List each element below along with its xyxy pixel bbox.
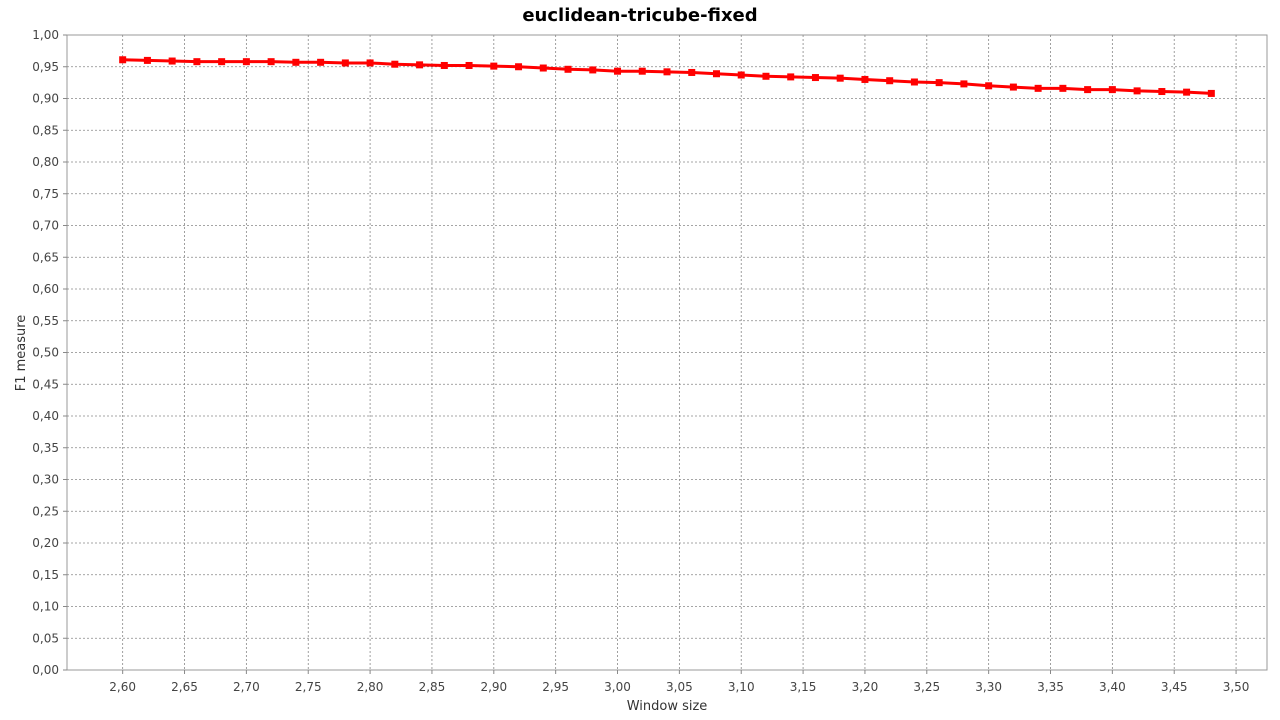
data-point-marker	[712, 70, 720, 78]
data-point-marker	[589, 66, 597, 74]
chart-title: euclidean-tricube-fixed	[522, 5, 757, 26]
y-axis-label: F1 measure	[14, 315, 29, 392]
y-tick-label: 0,95	[32, 60, 59, 74]
data-point-marker	[688, 68, 696, 76]
x-tick-label: 2,85	[419, 680, 446, 694]
x-tick-label: 3,15	[790, 680, 817, 694]
y-tick-label: 0,20	[32, 536, 59, 550]
x-tick-label: 3,05	[666, 680, 693, 694]
y-tick-label: 0,45	[32, 377, 59, 391]
y-tick-label: 0,55	[32, 314, 59, 328]
y-tick-label: 0,10	[32, 600, 59, 614]
y-tick-label: 0,05	[32, 631, 59, 645]
x-tick-label: 3,40	[1099, 680, 1126, 694]
x-tick-label: 2,95	[542, 680, 569, 694]
data-point-marker	[193, 58, 201, 66]
data-point-marker	[836, 74, 844, 82]
y-tick-label: 0,30	[32, 473, 59, 487]
y-tick-label: 0,00	[32, 663, 59, 677]
data-point-marker	[1183, 88, 1191, 96]
y-tick-label: 0,35	[32, 441, 59, 455]
y-tick-label: 0,50	[32, 346, 59, 360]
data-point-marker	[341, 59, 349, 67]
data-point-marker	[490, 62, 498, 70]
y-tick-label: 0,85	[32, 123, 59, 137]
data-point-marker	[292, 58, 300, 66]
data-point-marker	[366, 59, 374, 67]
data-point-marker	[910, 78, 918, 86]
data-point-marker	[638, 67, 646, 75]
data-point-marker	[1034, 84, 1042, 92]
data-point-marker	[1133, 87, 1141, 95]
x-axis: 2,60 2,65 2,70 2,75 2,80 2,85 2,90 2,95 3,00 3,05…	[109, 670, 1249, 694]
data-point-marker	[416, 61, 424, 69]
x-tick-label: 3,45	[1161, 680, 1188, 694]
y-tick-label: 0,65	[32, 250, 59, 264]
x-tick-label: 2,60	[109, 680, 136, 694]
y-tick-label: 0,15	[32, 568, 59, 582]
y-tick-label: 0,90	[32, 92, 59, 106]
x-tick-label: 3,35	[1037, 680, 1064, 694]
x-tick-label: 3,25	[913, 680, 940, 694]
y-tick-label: 1,00	[32, 28, 59, 42]
series-group	[119, 56, 1215, 97]
data-point-marker	[737, 71, 745, 79]
x-tick-label: 3,20	[852, 680, 879, 694]
data-point-marker	[391, 60, 399, 68]
data-point-marker	[1059, 84, 1067, 92]
data-point-marker	[985, 82, 993, 90]
x-tick-label: 3,10	[728, 680, 755, 694]
data-point-marker	[663, 68, 671, 76]
x-tick-label: 2,70	[233, 680, 260, 694]
y-tick-label: 0,60	[32, 282, 59, 296]
x-tick-label: 2,80	[357, 680, 384, 694]
data-point-marker	[1108, 86, 1116, 94]
data-point-marker	[119, 56, 127, 64]
x-tick-label: 2,90	[480, 680, 507, 694]
y-axis: 0,00 0,05 0,10 0,15 0,20 0,25 0,30 0,35 0,40 0,45…	[32, 28, 67, 677]
data-point-marker	[787, 73, 795, 81]
y-tick-label: 0,70	[32, 219, 59, 233]
x-axis-label: Window size	[627, 699, 708, 714]
x-tick-label: 3,50	[1223, 680, 1250, 694]
data-point-marker	[242, 58, 250, 66]
x-tick-label: 3,00	[604, 680, 631, 694]
data-point-marker	[1158, 88, 1166, 96]
data-point-marker	[1009, 83, 1017, 91]
x-tick-label: 3,30	[975, 680, 1002, 694]
data-point-marker	[960, 80, 968, 88]
data-point-marker	[1084, 86, 1092, 94]
data-point-marker	[317, 58, 325, 66]
data-point-marker	[614, 67, 622, 75]
data-point-marker	[762, 72, 770, 80]
y-tick-label: 0,25	[32, 504, 59, 518]
data-point-marker	[539, 64, 547, 72]
x-tick-label: 2,75	[295, 680, 322, 694]
y-tick-label: 0,80	[32, 155, 59, 169]
data-point-marker	[564, 65, 572, 73]
data-point-marker	[465, 61, 473, 69]
data-point-marker	[886, 77, 894, 85]
x-tick-label: 2,65	[171, 680, 198, 694]
y-tick-label: 0,75	[32, 187, 59, 201]
grid	[67, 35, 1267, 670]
data-point-marker	[168, 57, 176, 65]
data-point-marker	[935, 79, 943, 87]
data-point-marker	[515, 63, 523, 71]
data-point-marker	[811, 74, 819, 82]
data-point-marker	[267, 58, 275, 66]
y-tick-label: 0,40	[32, 409, 59, 423]
data-point-marker	[218, 58, 226, 66]
data-point-marker	[861, 75, 869, 83]
data-point-marker	[1207, 89, 1215, 97]
data-point-marker	[440, 61, 448, 69]
data-point-marker	[143, 56, 151, 64]
